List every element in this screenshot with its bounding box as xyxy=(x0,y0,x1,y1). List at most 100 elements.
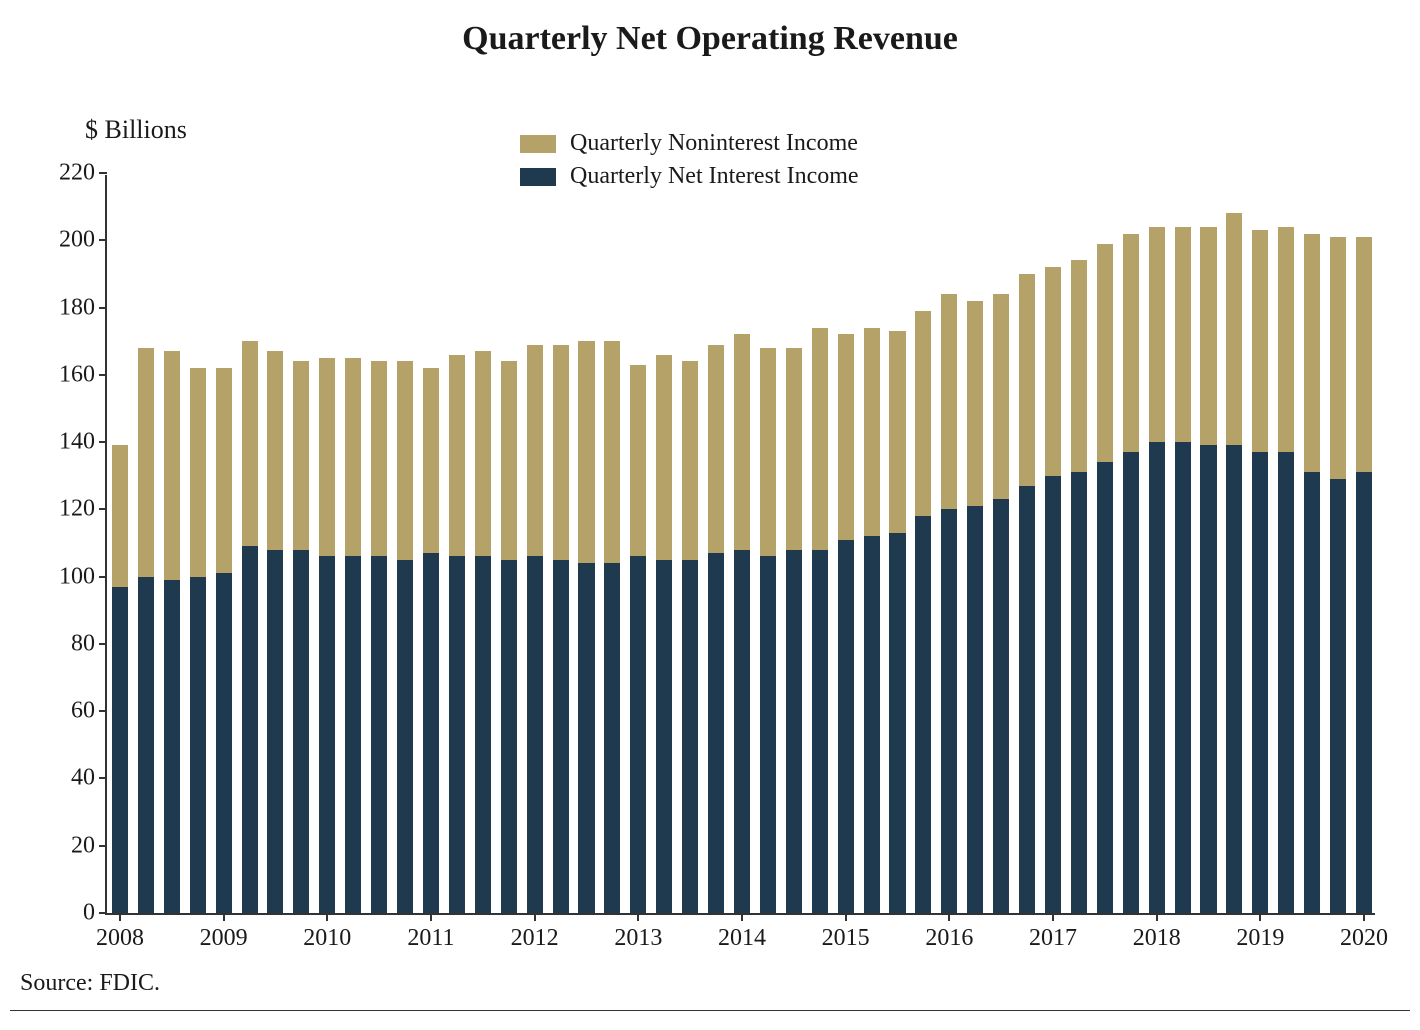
bar-segment-noninterest xyxy=(1330,237,1346,479)
bar-segment-noninterest xyxy=(1278,227,1294,452)
ytick-label: 140 xyxy=(59,429,95,456)
bar-group xyxy=(1226,213,1242,913)
bar-group xyxy=(578,341,594,913)
bar-group xyxy=(553,345,569,913)
bar-segment-noninterest xyxy=(630,365,646,557)
bar-segment-noninterest xyxy=(993,294,1009,499)
ytick-label: 0 xyxy=(83,900,95,927)
bar-group xyxy=(319,358,335,913)
xtick-mark xyxy=(1363,913,1365,921)
bar-group xyxy=(216,368,232,913)
bar-group xyxy=(1200,227,1216,913)
xtick-label: 2008 xyxy=(96,925,144,952)
bar-segment-net-interest xyxy=(1149,442,1165,913)
xtick-label: 2016 xyxy=(925,925,973,952)
ytick-label: 20 xyxy=(71,832,95,859)
bar-segment-noninterest xyxy=(889,331,905,533)
bar-segment-noninterest xyxy=(216,368,232,573)
bar-group xyxy=(1019,274,1035,913)
bar-segment-net-interest xyxy=(708,553,724,913)
xtick-mark xyxy=(119,913,121,921)
xtick-mark xyxy=(948,913,950,921)
bar-segment-noninterest xyxy=(319,358,335,556)
xtick-mark xyxy=(326,913,328,921)
bar-group xyxy=(501,361,517,913)
bar-segment-noninterest xyxy=(838,334,854,539)
xtick-label: 2020 xyxy=(1340,925,1388,952)
bar-segment-net-interest xyxy=(941,509,957,913)
bar-segment-noninterest xyxy=(682,361,698,559)
bar-group xyxy=(1123,234,1139,913)
bar-segment-net-interest xyxy=(216,573,232,913)
bar-segment-noninterest xyxy=(941,294,957,509)
ytick-label: 200 xyxy=(59,227,95,254)
bar-group xyxy=(293,361,309,913)
bar-group xyxy=(164,351,180,913)
ytick-label: 220 xyxy=(59,160,95,187)
bar-segment-noninterest xyxy=(527,345,543,557)
bar-segment-net-interest xyxy=(812,550,828,913)
bar-segment-net-interest xyxy=(1097,462,1113,913)
bar-group xyxy=(190,368,206,913)
bar-segment-net-interest xyxy=(1304,472,1320,913)
bar-group xyxy=(449,355,465,913)
bar-segment-net-interest xyxy=(1330,479,1346,913)
bar-segment-net-interest xyxy=(1200,445,1216,913)
bar-group xyxy=(734,334,750,913)
y-axis-label: $ Billions xyxy=(85,115,187,145)
bars-layer xyxy=(107,175,1375,913)
bar-segment-net-interest xyxy=(371,556,387,913)
bar-segment-noninterest xyxy=(1252,230,1268,452)
ytick-mark xyxy=(99,643,107,645)
xtick-label: 2015 xyxy=(822,925,870,952)
ytick-mark xyxy=(99,172,107,174)
xtick-mark xyxy=(223,913,225,921)
bar-group xyxy=(1278,227,1294,913)
bar-segment-net-interest xyxy=(1278,452,1294,913)
xtick-mark xyxy=(845,913,847,921)
ytick-label: 60 xyxy=(71,698,95,725)
bar-segment-net-interest xyxy=(1175,442,1191,913)
bar-segment-net-interest xyxy=(630,556,646,913)
bar-segment-net-interest xyxy=(734,550,750,913)
bar-segment-net-interest xyxy=(345,556,361,913)
ytick-mark xyxy=(99,508,107,510)
bar-group xyxy=(1097,244,1113,913)
bar-segment-net-interest xyxy=(864,536,880,913)
xtick-mark xyxy=(637,913,639,921)
ytick-label: 180 xyxy=(59,294,95,321)
bar-segment-noninterest xyxy=(578,341,594,563)
xtick-label: 2014 xyxy=(718,925,766,952)
bar-segment-net-interest xyxy=(915,516,931,913)
xtick-mark xyxy=(534,913,536,921)
bar-group xyxy=(1356,237,1372,913)
bar-segment-net-interest xyxy=(164,580,180,913)
xtick-label: 2012 xyxy=(511,925,559,952)
xtick-label: 2011 xyxy=(407,925,454,952)
xtick-label: 2018 xyxy=(1133,925,1181,952)
bar-segment-noninterest xyxy=(786,348,802,550)
bar-segment-noninterest xyxy=(1175,227,1191,442)
bar-segment-noninterest xyxy=(475,351,491,556)
bar-segment-net-interest xyxy=(889,533,905,913)
bar-group xyxy=(967,301,983,913)
bar-segment-net-interest xyxy=(527,556,543,913)
bar-segment-net-interest xyxy=(501,560,517,913)
bar-segment-noninterest xyxy=(293,361,309,549)
bar-segment-net-interest xyxy=(993,499,1009,913)
legend-swatch-noninterest xyxy=(520,135,556,153)
bar-segment-noninterest xyxy=(112,445,128,586)
bar-segment-net-interest xyxy=(1019,486,1035,913)
bar-segment-noninterest xyxy=(345,358,361,556)
bar-segment-net-interest xyxy=(682,560,698,913)
xtick-label: 2009 xyxy=(200,925,248,952)
xtick-label: 2017 xyxy=(1029,925,1077,952)
ytick-mark xyxy=(99,576,107,578)
bar-segment-noninterest xyxy=(1019,274,1035,486)
bar-segment-net-interest xyxy=(578,563,594,913)
ytick-mark xyxy=(99,777,107,779)
bar-group xyxy=(889,331,905,913)
ytick-label: 40 xyxy=(71,765,95,792)
bar-group xyxy=(423,368,439,913)
bar-group xyxy=(371,361,387,913)
